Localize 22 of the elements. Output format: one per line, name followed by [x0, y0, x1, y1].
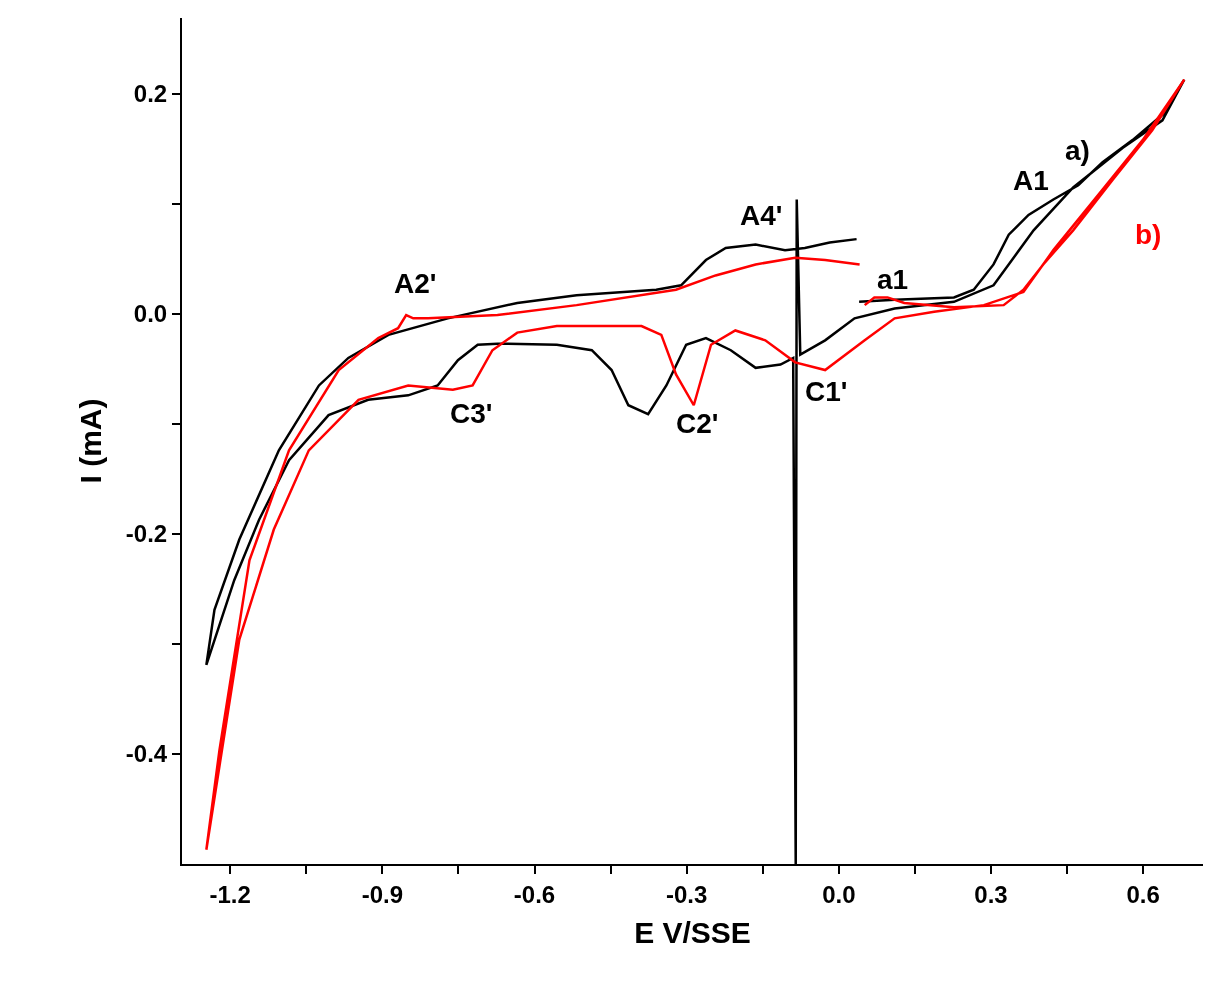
series-label: b)	[1135, 219, 1162, 250]
series-label: a)	[1065, 135, 1090, 166]
annotation: A2'	[394, 268, 437, 299]
x-tick-label: 0.6	[1126, 880, 1160, 908]
annotation: a1	[877, 264, 909, 295]
x-tick-label: -1.2	[209, 880, 251, 908]
annotation: A1	[1013, 165, 1049, 196]
annotation: C2'	[676, 408, 719, 439]
y-tick-label: -0.4	[125, 740, 168, 768]
y-axis-title: I (mA)	[74, 398, 108, 484]
annotation: C3'	[450, 398, 493, 429]
x-tick-label: -0.9	[361, 880, 404, 908]
x-tick-label: -0.6	[513, 880, 556, 908]
annotation: A4'	[740, 200, 783, 231]
annotation: C1'	[805, 376, 848, 407]
y-tick-label: 0.2	[133, 80, 168, 108]
x-tick-label: 0.0	[822, 880, 856, 908]
x-tick-label: 0.3	[974, 880, 1008, 908]
x-axis-title: E V/SSE	[634, 915, 751, 949]
y-tick-label: -0.2	[125, 520, 168, 548]
x-tick-label: -0.3	[665, 880, 708, 908]
y-tick-label: 0.0	[133, 300, 168, 328]
